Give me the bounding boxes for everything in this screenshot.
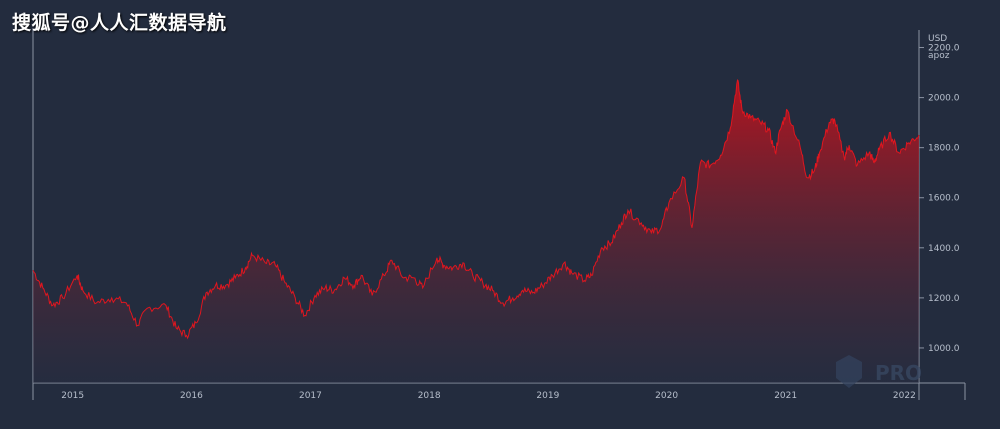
- area-layer: [32, 79, 920, 383]
- x-tick-label: 2020: [655, 391, 678, 401]
- x-tick-label: 2015: [61, 391, 84, 401]
- pro-logo: PRO: [836, 355, 922, 388]
- x-tick-label: 2019: [536, 391, 559, 401]
- x-tick-label: 2021: [774, 391, 797, 401]
- y-tick-label: 2000.0: [928, 94, 960, 104]
- watermark-text: 搜狐号@人人汇数据导航: [12, 12, 227, 34]
- y-unit-label-1: USD: [928, 34, 947, 44]
- y-tick-label: 1000.0: [928, 344, 960, 354]
- price-line: [32, 79, 920, 340]
- y-tick-label: 1800.0: [928, 144, 960, 154]
- logo-text: PRO: [875, 361, 922, 385]
- y-tick-layer: 1000.0 1200.0 1400.0 1600.0 1800.0 2000.0 2200…: [919, 44, 960, 354]
- x-tick-label: 2016: [180, 391, 203, 401]
- price-area-fill: [33, 80, 919, 383]
- x-tick-label: 2018: [418, 391, 441, 401]
- y-tick-label: 2200.0: [928, 44, 960, 54]
- y-tick-label: 1400.0: [928, 244, 960, 254]
- x-tick-label: 2022: [893, 391, 916, 401]
- shield-icon: [836, 355, 862, 388]
- y-tick-label: 1600.0: [928, 194, 960, 204]
- x-tick-layer: 2015 2016 2017 2018 2019 2020 2021 2022: [61, 391, 916, 401]
- x-tick-label: 2017: [299, 391, 322, 401]
- y-unit-label-2: apoz: [928, 51, 950, 61]
- y-tick-label: 1200.0: [928, 294, 960, 304]
